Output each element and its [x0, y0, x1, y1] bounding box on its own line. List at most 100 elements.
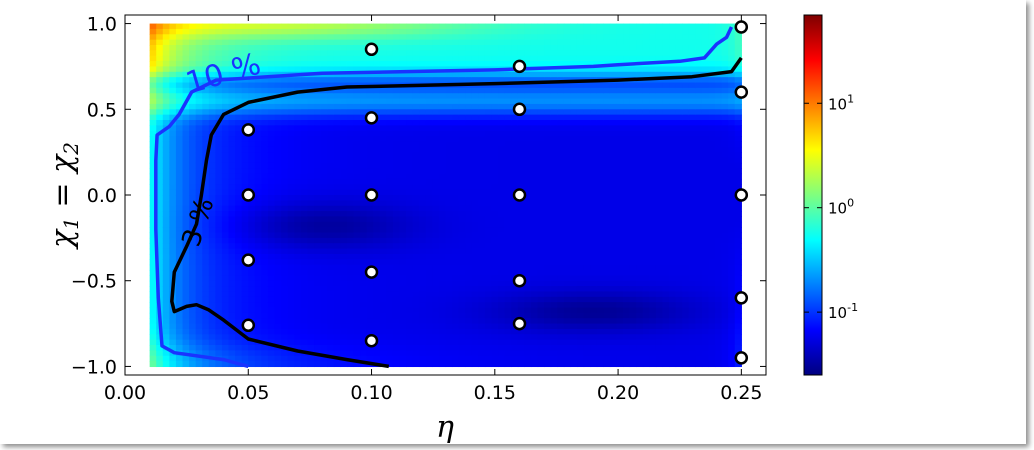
heatmap-cell [517, 264, 525, 271]
heatmap-cell [228, 307, 236, 314]
heatmap-cell [419, 205, 427, 212]
heatmap-cell [261, 200, 269, 207]
heatmap-cell [590, 200, 598, 207]
heatmap-cell [340, 34, 348, 41]
heatmap-cell [432, 253, 440, 260]
heatmap-cell [419, 350, 427, 357]
heatmap-cell [182, 39, 190, 46]
heatmap-cell [353, 232, 361, 239]
heatmap-cell [346, 125, 355, 132]
heatmap-cell [478, 291, 486, 298]
heatmap-cell [419, 125, 427, 132]
heatmap-cell [491, 55, 499, 62]
heatmap-cell [379, 302, 387, 309]
heatmap-cell [399, 87, 407, 94]
heatmap-cell [530, 253, 539, 260]
heatmap-cell [596, 216, 604, 223]
heatmap-cell [478, 227, 486, 234]
heatmap-cell [649, 93, 657, 100]
heatmap-cell [524, 136, 532, 143]
heatmap-cell [340, 61, 348, 68]
heatmap-cell [274, 98, 282, 105]
heatmap-cell [491, 39, 499, 46]
heatmap-cell [287, 77, 295, 84]
heatmap-cell [294, 248, 302, 255]
heatmap-cell [274, 141, 282, 148]
heatmap-cell [471, 39, 479, 46]
heatmap-cell [623, 93, 631, 100]
heatmap-cell [287, 259, 295, 266]
heatmap-cell [557, 312, 565, 319]
heatmap-cell [386, 232, 394, 239]
heatmap-cell [320, 286, 328, 293]
heatmap-cell [471, 307, 479, 314]
heatmap-cell [504, 318, 512, 325]
heatmap-cell [596, 39, 604, 46]
heatmap-cell [235, 125, 243, 132]
heatmap-cell [287, 109, 295, 116]
heatmap-cell [274, 253, 282, 260]
heatmap-cell [550, 248, 558, 255]
heatmap-cell [498, 243, 506, 250]
heatmap-cell [616, 361, 624, 368]
heatmap-cell [399, 120, 407, 126]
heatmap-cell [287, 200, 295, 207]
heatmap-cell [511, 39, 519, 46]
heatmap-cell [162, 82, 170, 89]
heatmap-cell [366, 345, 374, 351]
heatmap-cell [511, 23, 519, 30]
heatmap-cell [314, 307, 322, 314]
heatmap-cell [300, 200, 309, 207]
heatmap-cell [517, 141, 525, 148]
heatmap-cell [162, 248, 170, 255]
heatmap-cell [333, 50, 341, 57]
heatmap-cell [498, 162, 506, 169]
heatmap-cell [162, 221, 170, 228]
heatmap-cell [491, 130, 499, 137]
heatmap-cell [511, 55, 519, 62]
heatmap-cell [182, 45, 190, 51]
heatmap-cell [208, 103, 216, 110]
heatmap-cell [412, 205, 420, 212]
heatmap-cell [392, 361, 401, 368]
heatmap-cell [215, 103, 223, 110]
heatmap-cell [373, 130, 381, 137]
heatmap-cell [392, 71, 401, 78]
heatmap-cell [281, 23, 289, 30]
heatmap-cell [419, 109, 427, 116]
heatmap-cell [149, 23, 157, 30]
heatmap-cell [649, 66, 657, 73]
heatmap-cell [208, 157, 216, 164]
heatmap-cell [563, 141, 572, 148]
heatmap-cell [471, 168, 479, 175]
heatmap-cell [215, 216, 223, 223]
heatmap-cell [320, 361, 328, 368]
heatmap-cell [537, 93, 545, 100]
heatmap-cell [590, 345, 598, 351]
heatmap-cell [346, 34, 355, 41]
heatmap-cell [517, 146, 525, 153]
heatmap-cell [189, 173, 197, 180]
heatmap-cell [504, 323, 512, 330]
heatmap-cell [248, 264, 256, 271]
heatmap-cell [576, 237, 585, 244]
heatmap-cell [452, 334, 460, 341]
heatmap-cell [484, 334, 493, 341]
heatmap-cell [399, 275, 407, 282]
heatmap-cell [162, 28, 170, 35]
heatmap-cell [563, 355, 572, 362]
heatmap-cell [248, 55, 256, 62]
heatmap-cell [156, 162, 164, 169]
heatmap-cell [438, 152, 447, 159]
heatmap-cell [399, 50, 407, 57]
heatmap-cell [498, 195, 506, 201]
heatmap-cell [182, 248, 190, 255]
heatmap-cell [511, 141, 519, 148]
heatmap-cell [399, 205, 407, 212]
heatmap-cell [458, 178, 466, 185]
heatmap-cell [281, 55, 289, 62]
heatmap-cell [642, 259, 650, 266]
heatmap-cell [425, 323, 433, 330]
heatmap-cell [478, 130, 486, 137]
heatmap-cell [438, 146, 447, 153]
